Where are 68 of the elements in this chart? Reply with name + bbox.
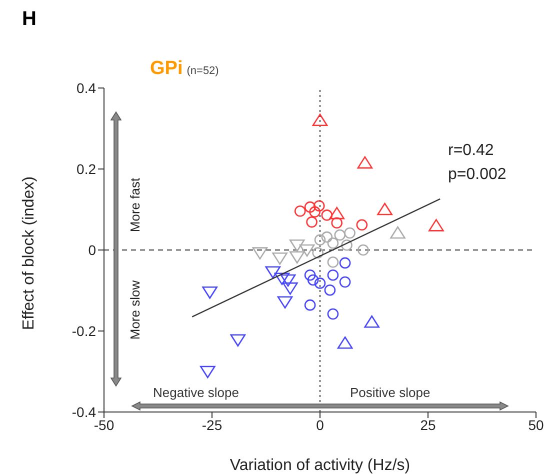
point (321, 231, 333, 243)
y-axis-title: Effect of block (index) (20, 176, 38, 330)
point (309, 206, 320, 218)
point (294, 205, 306, 217)
point (327, 269, 339, 281)
point (334, 229, 346, 241)
chart-subtitle: (n=52) (186, 65, 219, 77)
point (313, 200, 325, 212)
point (337, 336, 353, 349)
y-tick-label: 0.4 (76, 80, 96, 96)
point (329, 206, 344, 220)
point (277, 296, 293, 308)
point (200, 366, 216, 378)
x-tick-label: 25 (420, 416, 436, 433)
y-tick-label: 0.2 (76, 160, 96, 177)
chart-title: GPi (150, 58, 183, 79)
point (358, 244, 369, 256)
point (289, 239, 305, 252)
x-tick-label: 50 (528, 416, 544, 433)
point (327, 308, 339, 320)
point (282, 282, 298, 295)
point (344, 227, 356, 239)
point (341, 239, 352, 251)
point (230, 334, 246, 347)
point (327, 256, 339, 268)
point (357, 156, 373, 169)
point (390, 226, 406, 239)
point (312, 247, 324, 258)
point (327, 237, 339, 249)
annotation: More fast (128, 178, 142, 232)
annotation: Positive slope (350, 385, 430, 400)
point (339, 257, 351, 269)
x-tick-label: -50 (94, 416, 114, 433)
y-tick-label: -0.4 (72, 404, 96, 420)
point (274, 272, 290, 285)
point (299, 244, 315, 257)
point (306, 216, 318, 228)
x-tick-label: 0 (316, 416, 324, 433)
point (428, 219, 444, 232)
point (324, 284, 336, 296)
point (304, 201, 316, 213)
point (202, 286, 218, 299)
annotation: p=0.002 (448, 166, 506, 184)
annotation: r=0.42 (448, 142, 494, 160)
y-tick-label: 0 (88, 242, 96, 258)
point (364, 315, 380, 328)
point (314, 278, 326, 289)
x-axis-title: Variation of activity (Hz/s) (230, 457, 410, 474)
point (314, 234, 326, 246)
point (312, 114, 328, 126)
y-tick-label: -0.2 (72, 322, 96, 339)
text: H (22, 8, 36, 31)
point (272, 252, 288, 265)
point (307, 274, 319, 286)
x-tick-label: -25 (202, 416, 222, 433)
point (356, 219, 368, 231)
point (252, 247, 268, 260)
point (280, 274, 296, 287)
point (289, 251, 305, 264)
annotation: More slow (128, 280, 142, 340)
point (304, 269, 316, 281)
point (304, 299, 316, 311)
point (321, 210, 333, 221)
point (265, 266, 281, 279)
point (377, 202, 392, 216)
annotation: Negative slope (153, 385, 239, 400)
point (331, 217, 342, 229)
point (339, 276, 351, 288)
